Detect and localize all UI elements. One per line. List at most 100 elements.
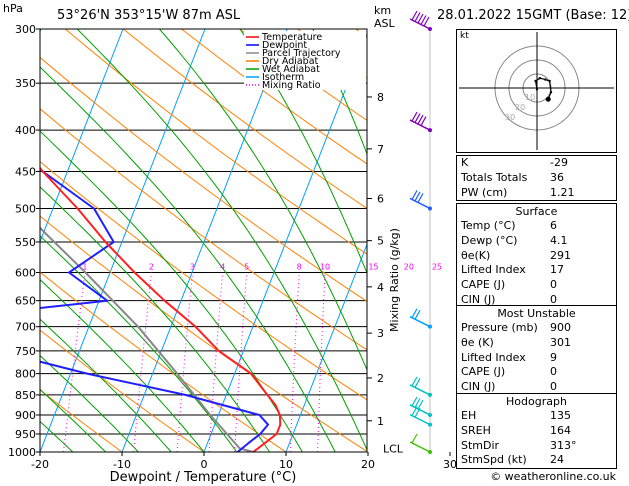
row-label: Pressure (mb) [461, 321, 538, 334]
pressure-tick-label: 850 [15, 389, 36, 402]
wind-barb-flag [417, 193, 424, 203]
location-title: 53°26'N 353°15'W 87m ASL [57, 8, 241, 23]
temperature-point [275, 433, 278, 435]
table-row: θe (K) 301 [457, 336, 616, 351]
dry-adiabat-line [40, 56, 367, 303]
row-value: 0 [550, 380, 557, 394]
mixing-ratio-line [436, 273, 437, 453]
mixing-ratio-label: 5 [244, 263, 249, 272]
table-row: StmDir 313° [457, 439, 616, 454]
row-value: 0 [550, 365, 557, 379]
temperature-point [163, 299, 166, 302]
storm-motion-point [545, 96, 551, 102]
temperature-profile [40, 166, 282, 452]
x-tick-label: 30 [443, 458, 457, 471]
mixing-ratio-label: 10 [320, 263, 330, 272]
wind-barb-point [428, 128, 432, 133]
temperature-point [217, 350, 220, 352]
row-value: 900 [550, 321, 571, 334]
wind-barb-point [428, 206, 432, 211]
wind-barb-point [428, 324, 432, 329]
hodograph-ring-label: 20 [515, 103, 525, 112]
row-label: CIN (J) [461, 292, 496, 306]
wet-adiabat-line [40, 278, 205, 452]
row-value: 291 [550, 248, 571, 262]
table-row: Lifted Index 9 [457, 351, 616, 366]
pressure-tick-label: 450 [15, 165, 36, 178]
table-row: EH 135 [457, 409, 616, 424]
wind-barb-flag [411, 396, 418, 407]
km-tick-label: 1 [377, 415, 384, 428]
row-label: Lifted Index [461, 350, 526, 364]
temperature-point [104, 241, 107, 243]
wind-barbs [409, 10, 432, 454]
dry-adiabat-line [40, 108, 367, 351]
mixing-ratio-label: 20 [404, 263, 414, 272]
wind-barb-point [428, 422, 432, 427]
dewpoint-point [267, 423, 269, 426]
datetime-title: 28.01.2022 15GMT (Base: 12) [437, 8, 629, 23]
legend-label: Mixing Ratio [262, 80, 321, 91]
isotherm-line [203, 32, 367, 452]
temperature-point [41, 170, 44, 173]
wet-adiabat-line [76, 29, 367, 452]
mixing-ratio-line [407, 273, 409, 453]
pressure-tick-label: 650 [15, 295, 36, 308]
wind-barb [409, 441, 431, 453]
lcl-label: LCL [383, 442, 404, 455]
dry-adiabat-line [64, 29, 367, 255]
plot-frame [39, 28, 368, 453]
dry-adiabat-line [40, 215, 367, 452]
table-row: CAPE (J) 0 [457, 365, 616, 380]
mixing-ratio-label: 25 [432, 263, 442, 272]
table-row: StmSpd (kt) 24 [457, 453, 616, 468]
mixing-ratio-line [208, 272, 224, 452]
mixing-ratio-line [176, 272, 193, 452]
wind-barb [409, 119, 431, 131]
km-tick-label: 7 [377, 143, 384, 156]
x-tick-label: -20 [31, 458, 49, 471]
legend-label: Temperature [261, 32, 322, 43]
hodograph-ring-label: 30 [505, 113, 515, 122]
x-tick-label: 20 [361, 458, 375, 471]
wind-barb-flag [420, 15, 427, 25]
wet-adiabat-line [40, 354, 139, 452]
row-value: 135 [550, 409, 571, 422]
hodograph: kt 10 20 30 [456, 29, 617, 153]
mixing-ratio-label: 2 [149, 263, 154, 272]
mixing-ratio-line [289, 272, 300, 452]
row-value: 4.1 [550, 233, 568, 247]
table-row: θe(K) 291 [457, 249, 616, 264]
hodograph-point [534, 79, 537, 83]
dry-adiabat-line [181, 29, 367, 165]
mixing-ratio-label: 1 [82, 263, 87, 272]
asl-label: ASL [374, 17, 396, 30]
row-label: θe (K) [461, 335, 494, 349]
wind-barb-flag [414, 191, 421, 202]
indices-table: K -29 Totals Totals 36 PW (cm) 1.21 [456, 155, 617, 202]
wet-adiabat-line [312, 29, 367, 156]
temperature-point [9, 129, 11, 131]
table-row: CAPE (J) 0 [457, 278, 616, 293]
pressure-tick-label: 300 [15, 23, 36, 36]
km-tick-label: 3 [377, 327, 384, 340]
most-unstable-table: Most Unstable Pressure (mb) 900 θe (K) 301 L… [456, 305, 617, 396]
dewpoint-point [184, 394, 187, 396]
mixing-ratio-line [133, 272, 152, 452]
dewpoint-point [258, 414, 261, 416]
wind-barb-flag [411, 406, 418, 416]
pressure-tick-label: 800 [15, 368, 36, 381]
wind-barb-flag [417, 114, 424, 125]
table-row: Totals Totals 36 [457, 171, 616, 186]
wind-barb-point [428, 392, 432, 397]
copyright-footer: © weatheronline.co.uk [490, 470, 616, 483]
dewpoint-point [106, 299, 109, 302]
wind-barb [409, 404, 431, 416]
wind-barb-point [428, 27, 432, 31]
most-unstable-title: Most Unstable [497, 307, 576, 320]
wind-barb-flag [411, 10, 418, 21]
table-row: CIN (J) 0 [457, 293, 616, 308]
wet-adiabat-line [40, 186, 271, 452]
temperature-point [133, 271, 136, 274]
